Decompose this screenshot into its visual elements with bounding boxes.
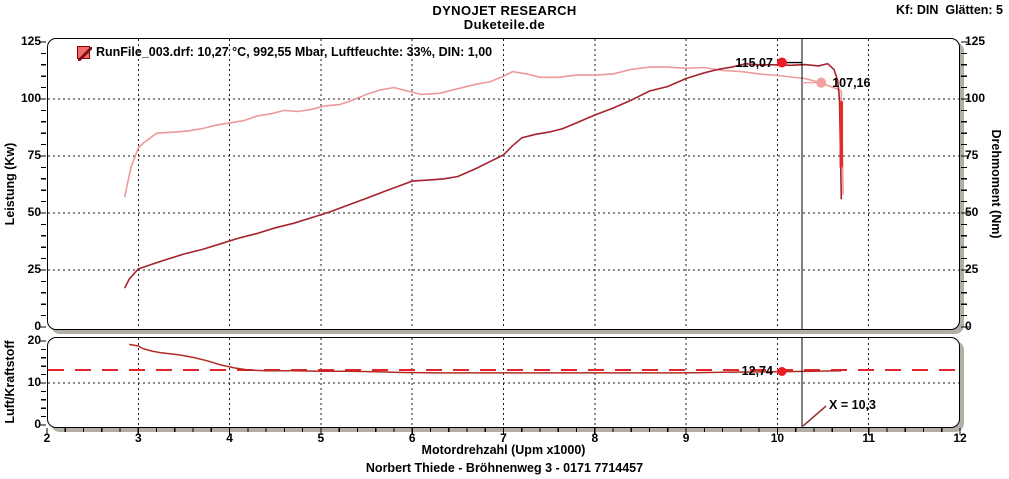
left-axis-tick-label: 0 <box>34 319 41 333</box>
x-axis-title: Motordrehzahl (Upm x1000) <box>421 443 586 457</box>
left-axis-tick-label: 125 <box>20 34 41 48</box>
run-file-swatch-icon <box>77 45 92 61</box>
afr-axis-tick-label: 20 <box>27 333 41 347</box>
correction-smoothing-setting: Kf: DIN Glätten: 5 <box>896 3 1003 17</box>
x-axis-tick-label: 5 <box>317 431 325 445</box>
power-torque-plot-panel <box>47 38 960 330</box>
air-fuel-plot-panel <box>47 337 960 428</box>
x-axis-tick-label: 9 <box>682 431 690 445</box>
right-axis-tick-label: 75 <box>965 148 979 162</box>
right-axis-tick-label: 50 <box>965 205 979 219</box>
x-axis-tick-label: 10 <box>770 431 785 445</box>
afr-axis-tick-label: 0 <box>34 417 41 431</box>
footer-contact: Norbert Thiede - Bröhnenweg 3 - 0171 771… <box>365 461 644 475</box>
x-axis-tick-label: 12 <box>953 431 967 445</box>
page-title: DYNOJET RESEARCH <box>432 3 577 18</box>
page-subtitle: Duketeile.de <box>463 17 546 32</box>
right-axis-tick-label: 25 <box>965 262 979 276</box>
right-axis-tick-label: 125 <box>965 34 986 48</box>
power-value-label: 115,07 <box>735 55 773 70</box>
x-axis-tick-label: 4 <box>226 431 233 445</box>
right-axis-tick-label: 0 <box>965 319 972 333</box>
x-axis-tick-label: 8 <box>591 431 599 445</box>
right-axis-tick-label: 100 <box>965 91 986 105</box>
x-axis-tick-label: 2 <box>43 431 51 445</box>
torque-value-label: 107,16 <box>832 75 871 90</box>
x-axis-tick-label: 3 <box>134 431 142 445</box>
run-file-legend[interactable]: RunFile_003.drf: 10,27 °C, 992,55 Mbar, … <box>77 45 493 61</box>
left-axis-tick-label: 50 <box>27 205 41 219</box>
left-axis-tick-label: 100 <box>20 91 41 105</box>
x-axis-tick-label: 7 <box>500 431 507 445</box>
cursor-position-label: X = 10,3 <box>829 398 876 412</box>
afr-value-label: 12,74 <box>741 364 773 379</box>
left-axis-tick-label: 75 <box>27 148 41 162</box>
afr-axis-tick-label: 10 <box>27 375 41 389</box>
x-axis-tick-label: 11 <box>862 431 876 445</box>
run-file-legend-label: RunFile_003.drf: 10,27 °C, 992,55 Mbar, … <box>96 45 493 59</box>
left-axis-tick-label: 25 <box>27 262 41 276</box>
right-axis-title: Drehmoment (Nm) <box>989 129 1003 239</box>
x-axis-tick-label: 6 <box>408 431 416 445</box>
